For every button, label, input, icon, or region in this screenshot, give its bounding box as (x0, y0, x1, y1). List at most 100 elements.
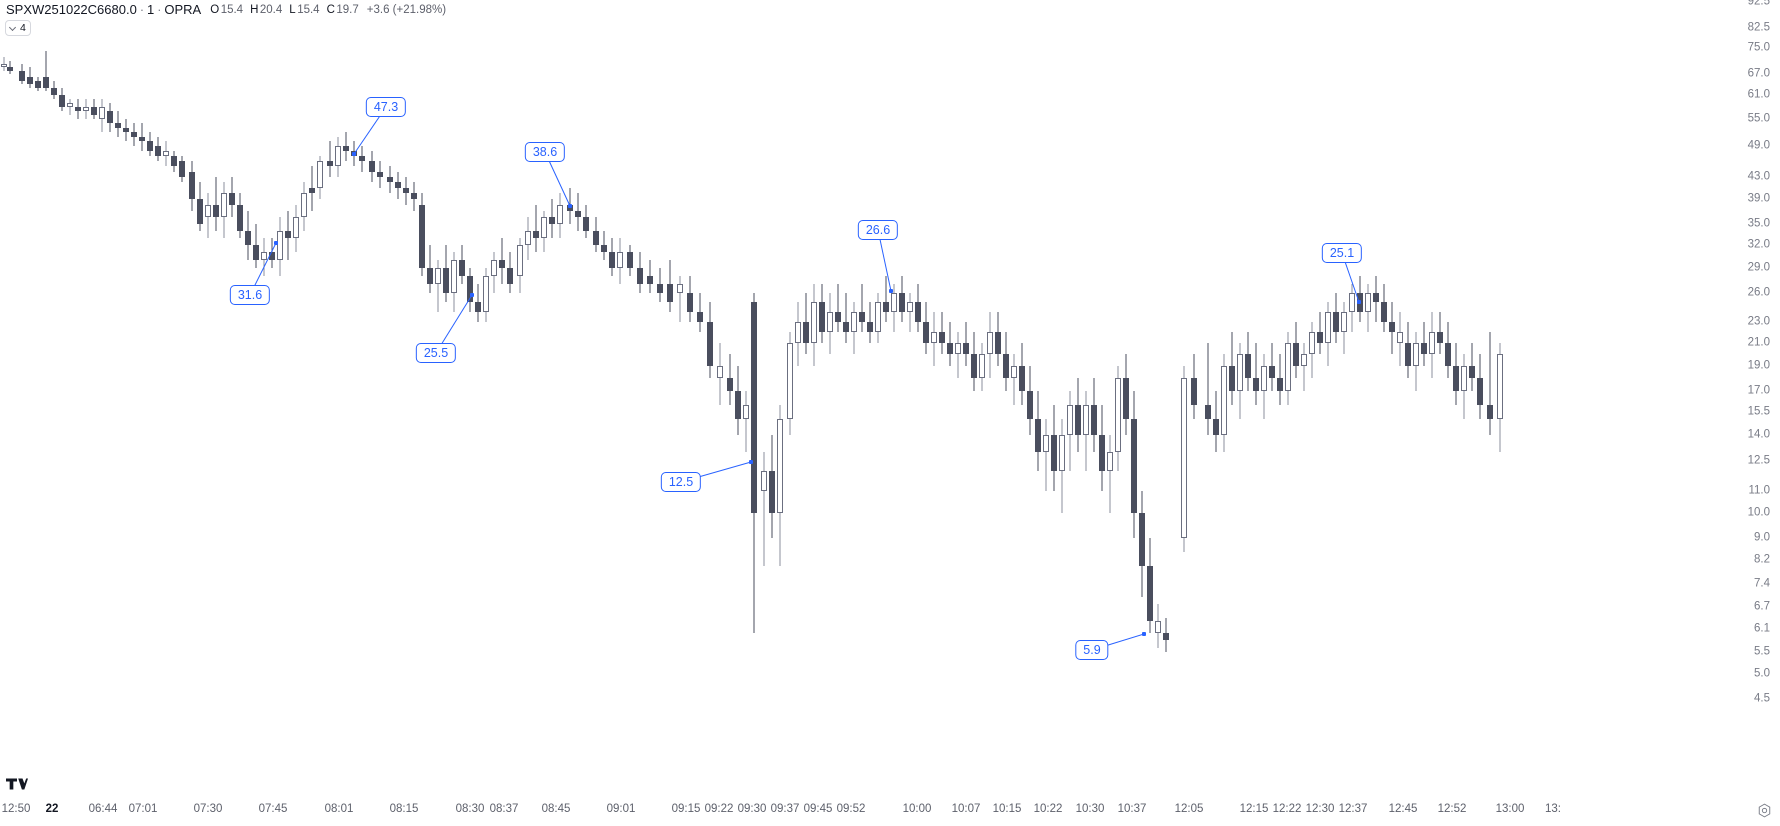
interval-dropdown[interactable]: 4 (5, 20, 31, 36)
annotation-31-6[interactable]: 31.6 (0, 0, 1518, 780)
chart-toolbar: 4 (5, 19, 31, 37)
price-tick: 75.0 (1747, 41, 1770, 54)
annotation-47-3[interactable]: 47.3 (0, 0, 1518, 780)
annotation-label[interactable]: 5.9 (1075, 640, 1109, 660)
candlestick (1019, 343, 1025, 405)
price-tick: 49.0 (1747, 139, 1770, 152)
time-tick: 10:15 (992, 803, 1022, 815)
candlestick (1317, 311, 1323, 355)
candle-body (907, 302, 913, 312)
price-tick: 11.0 (1748, 484, 1770, 497)
candlestick (179, 155, 185, 183)
candle-wick (69, 98, 71, 115)
candle-body (667, 284, 673, 303)
time-axis[interactable]: 12:50 22 06:44 07:01 07:30 07:45 08:01 08:15 08:… (0, 780, 1780, 826)
candle-body (1155, 621, 1161, 633)
annotation-anchor-dot[interactable] (470, 293, 474, 297)
time-tick: 07:45 (258, 803, 288, 815)
candlestick (1035, 391, 1041, 471)
candle-body (971, 354, 977, 379)
candle-body (707, 321, 713, 366)
candlestick (859, 284, 865, 333)
candle-body (963, 343, 969, 355)
time-tick: 12:37 (1338, 803, 1368, 815)
annotation-5-9[interactable]: 5.9 (0, 0, 1518, 780)
annotation-label[interactable]: 26.6 (857, 220, 899, 240)
candlestick (1191, 354, 1197, 420)
candle-body (835, 311, 841, 322)
annotation-anchor-dot[interactable] (1142, 632, 1146, 636)
candlestick (851, 302, 857, 355)
candlestick (1181, 366, 1187, 552)
candle-body (1397, 332, 1403, 343)
annotation-anchor-dot[interactable] (352, 152, 356, 156)
candle-body (795, 321, 801, 343)
candle-body (609, 252, 615, 268)
time-tick: 12:50 (1, 803, 31, 815)
annotation-label[interactable]: 38.6 (524, 142, 566, 162)
candle-body (955, 342, 961, 355)
annotation-anchor-dot[interactable] (1357, 300, 1361, 304)
candle-body (491, 260, 497, 277)
candle-body (1429, 332, 1435, 355)
candlestick (609, 237, 615, 277)
price-tick: 92.5 (1747, 0, 1770, 8)
candle-wick (535, 205, 537, 253)
candle-body (1487, 404, 1493, 420)
resolution-label[interactable]: 1 (146, 2, 155, 17)
time-tick: 09:52 (836, 803, 866, 815)
annotation-25-5[interactable]: 25.5 (0, 0, 1518, 780)
candlestick (467, 268, 473, 312)
candle-body (301, 193, 307, 218)
annotation-anchor-dot[interactable] (889, 289, 893, 293)
candlestick (557, 193, 563, 238)
annotation-label[interactable]: 31.6 (229, 285, 271, 305)
candle-body (139, 136, 145, 142)
candlestick (1155, 603, 1161, 648)
candlestick (1139, 491, 1145, 597)
annotation-25-1[interactable]: 25.1 (0, 0, 1518, 780)
annotation-label[interactable]: 25.1 (1321, 243, 1363, 263)
candle-body (343, 145, 349, 151)
candlestick (99, 98, 105, 133)
candle-body (1163, 632, 1169, 641)
candlestick (751, 293, 757, 633)
annotation-label[interactable]: 25.5 (415, 343, 457, 363)
annotation-anchor-dot[interactable] (274, 241, 278, 245)
annotation-label[interactable]: 12.5 (660, 472, 702, 492)
candle-body (1043, 434, 1049, 452)
annotation-anchor-dot[interactable] (568, 204, 572, 208)
candle-body (67, 102, 73, 107)
candlestick (923, 302, 929, 355)
candlestick (583, 205, 589, 238)
candle-body (601, 244, 607, 253)
symbol-title[interactable]: SPXW251022C6680.0 (6, 2, 137, 17)
chart-plot-area[interactable]: 47.3 31.6 38.6 25.5 12.5 26.6 25.1 5.9 (0, 0, 1518, 780)
annotation-26-6[interactable]: 26.6 (0, 0, 1518, 780)
candle-body (107, 110, 113, 124)
candlestick (867, 302, 873, 343)
open-value: 15.4 (220, 4, 244, 16)
candlestick (697, 293, 703, 333)
annotation-label[interactable]: 47.3 (365, 97, 407, 117)
price-axis[interactable]: 92.5 82.5 75.0 67.0 61.0 55.0 49.0 43.0 39.0 35.0… (1518, 0, 1780, 780)
tradingview-logo[interactable] (6, 776, 28, 792)
candle-body (1115, 378, 1121, 452)
candlestick (411, 182, 417, 212)
candle-body (75, 106, 81, 111)
candle-body (1067, 404, 1073, 435)
candlestick (1027, 366, 1033, 435)
candlestick (1325, 302, 1331, 366)
candlestick (1349, 284, 1355, 333)
time-tick: 08:37 (489, 803, 519, 815)
annotation-38-6[interactable]: 38.6 (0, 0, 1518, 780)
chart-settings-icon[interactable] (1757, 803, 1772, 818)
candle-body (1011, 365, 1017, 379)
price-tick: 55.0 (1747, 112, 1770, 125)
candlestick (147, 132, 153, 156)
candlestick (1333, 293, 1339, 343)
candlestick (1497, 343, 1503, 452)
annotation-12-5[interactable]: 12.5 (0, 0, 1518, 780)
candle-body (1035, 419, 1041, 452)
annotation-anchor-dot[interactable] (749, 460, 753, 464)
